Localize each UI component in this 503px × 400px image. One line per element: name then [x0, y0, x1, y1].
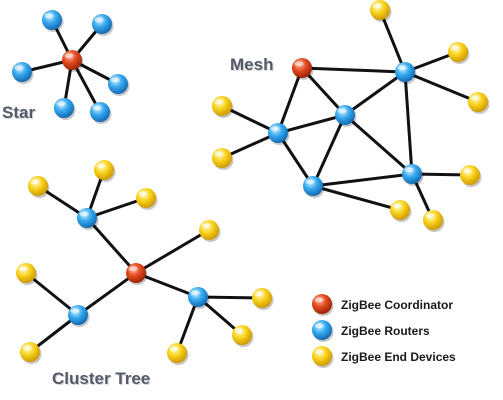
mesh-end-device-node-8 — [370, 0, 392, 22]
mesh-link-0 — [276, 66, 304, 135]
mesh-end-device-node-11 — [460, 165, 482, 187]
cluster-tree-coordinator-node-0 — [126, 263, 148, 285]
cluster-tree-end-device-node-10 — [167, 343, 189, 365]
mesh-link-3 — [276, 113, 347, 135]
mesh-link-17 — [311, 184, 402, 212]
mesh-router-node-4 — [303, 176, 325, 198]
cluster-tree-router-node-2 — [68, 305, 90, 327]
cluster-tree-end-device-node-5 — [28, 176, 50, 198]
cluster-tree-router-node-1 — [77, 208, 99, 230]
mesh-end-device-node-6 — [212, 96, 234, 118]
mesh-link-11 — [220, 131, 280, 160]
mesh-router-node-3 — [395, 62, 417, 84]
legend-coordinator-marker — [312, 294, 334, 316]
cluster-tree-link-11 — [196, 295, 264, 300]
mesh-end-device-node-12 — [423, 210, 445, 232]
cluster-tree-end-device-node-7 — [136, 188, 158, 210]
mesh-link-14 — [403, 70, 480, 104]
star-router-node-4 — [108, 74, 130, 96]
cluster-tree-link-6 — [85, 196, 148, 220]
cluster-tree-title: Cluster Tree — [52, 369, 151, 388]
legend-label-coordinator: ZigBee Coordinator — [341, 298, 454, 312]
cluster-tree-end-device-node-12 — [252, 288, 274, 310]
cluster-tree-link-1 — [76, 271, 138, 317]
mesh-link-2 — [300, 66, 407, 74]
cluster-tree-end-device-node-8 — [16, 263, 38, 285]
star-router-node-5 — [54, 98, 76, 120]
star-router-node-6 — [90, 102, 112, 124]
star-router-node-3 — [12, 62, 34, 84]
cluster-tree-end-device-node-4 — [199, 220, 221, 242]
mesh-router-node-2 — [335, 105, 357, 127]
star-title: Star — [2, 103, 36, 122]
legend-end-device-marker — [312, 346, 334, 368]
mesh-link-12 — [378, 8, 407, 74]
mesh-end-device-node-13 — [390, 200, 412, 222]
star-coordinator-node-0 — [62, 50, 84, 72]
mesh-link-10 — [220, 104, 280, 135]
cluster-tree-link-8 — [28, 313, 80, 354]
mesh-router-node-5 — [402, 164, 424, 186]
star-router-node-1 — [42, 10, 64, 32]
mesh-link-4 — [343, 70, 407, 117]
cluster-tree-link-3 — [134, 228, 211, 275]
cluster-tree-link-7 — [24, 271, 80, 317]
mesh-link-7 — [343, 113, 414, 176]
mesh-link-8 — [403, 70, 414, 176]
mesh-end-device-node-10 — [468, 92, 490, 114]
mesh-link-5 — [276, 131, 315, 188]
star-router-node-2 — [92, 14, 114, 36]
cluster-tree-router-node-3 — [188, 287, 210, 309]
legend-markers — [312, 294, 334, 368]
cluster-tree-link-2 — [134, 271, 200, 299]
mesh-end-device-node-7 — [212, 148, 234, 170]
cluster-tree-end-device-node-6 — [94, 160, 116, 182]
mesh-link-6 — [311, 113, 347, 188]
nodes-layer — [12, 0, 490, 365]
mesh-router-node-1 — [268, 123, 290, 145]
cluster-tree-end-device-node-11 — [232, 325, 254, 347]
cluster-tree-end-device-node-9 — [20, 342, 42, 364]
mesh-coordinator-node-0 — [292, 58, 314, 80]
mesh-link-9 — [311, 172, 414, 188]
legend-label-routers: ZigBee Routers — [341, 324, 430, 338]
legend-router-marker — [312, 320, 334, 342]
mesh-end-device-node-9 — [448, 42, 470, 64]
mesh-title: Mesh — [230, 55, 274, 74]
cluster-tree-link-0 — [85, 216, 138, 275]
mesh-link-1 — [300, 66, 347, 117]
legend-label-end-devices: ZigBee End Devices — [341, 350, 456, 364]
